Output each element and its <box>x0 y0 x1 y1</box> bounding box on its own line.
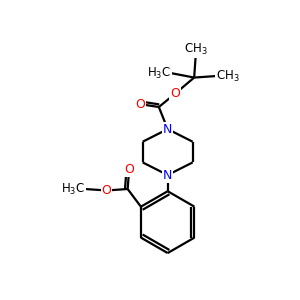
Text: N: N <box>163 123 172 136</box>
Text: CH$_3$: CH$_3$ <box>184 42 208 57</box>
Text: O: O <box>124 164 134 176</box>
Text: O: O <box>170 87 180 100</box>
Text: N: N <box>163 169 172 182</box>
Text: H$_3$C: H$_3$C <box>147 66 171 81</box>
Text: CH$_3$: CH$_3$ <box>216 68 240 84</box>
Text: O: O <box>135 98 145 111</box>
Text: O: O <box>101 184 111 197</box>
Text: H$_3$C: H$_3$C <box>61 182 85 196</box>
